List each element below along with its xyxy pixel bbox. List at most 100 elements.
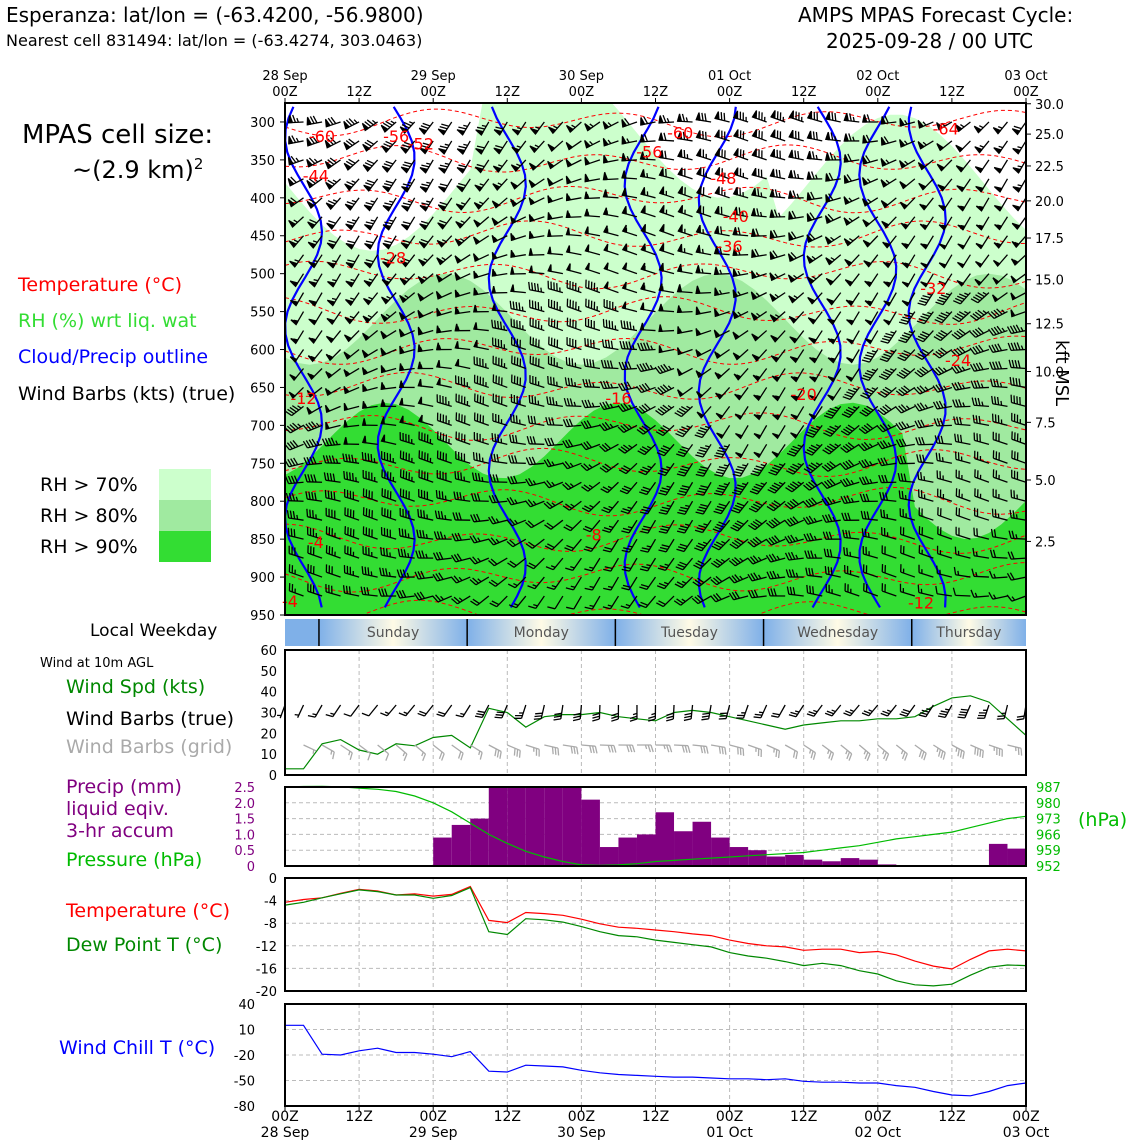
upper-wind-barb — [436, 377, 452, 389]
barb-flag — [694, 547, 702, 552]
barb-flag — [331, 566, 333, 575]
barb-half-flag — [481, 457, 484, 462]
barb-flag — [552, 397, 555, 406]
barb-flag — [721, 130, 723, 139]
upper-wind-barb — [473, 374, 489, 389]
barb-flag — [676, 581, 685, 587]
barb-flag — [602, 549, 611, 553]
upper-wind-barb — [510, 159, 527, 173]
barb-flag — [622, 152, 627, 161]
barb-flag — [562, 505, 570, 511]
barb-flag — [717, 111, 720, 120]
barb-half-flag — [646, 445, 652, 450]
upper-wind-barb — [639, 302, 656, 313]
barb-flag — [545, 566, 554, 571]
upper-wind-barb — [694, 424, 712, 439]
upper-wind-barb — [345, 254, 360, 269]
barb-half-flag — [297, 423, 302, 428]
barb-flag — [603, 154, 609, 163]
upper-wind-barb — [470, 513, 489, 523]
barb-flag — [291, 546, 293, 555]
barb-flag — [657, 472, 666, 477]
barb-half-flag — [500, 419, 503, 424]
upper-wind-barb — [399, 121, 416, 135]
legend-precip-line2: liquid eqiv. — [66, 798, 169, 820]
barb-pennant — [269, 176, 274, 183]
barb-flag — [381, 469, 383, 478]
barb-flag — [380, 547, 383, 556]
barb-flag — [675, 566, 684, 571]
barb-flag — [380, 124, 389, 130]
barb-half-flag — [596, 306, 598, 311]
barb-half-flag — [275, 300, 279, 303]
barb-half-flag — [475, 290, 479, 295]
barb-flag — [365, 182, 373, 186]
barb-flag — [344, 203, 353, 208]
barb-flag — [310, 421, 317, 429]
barb-half-flag — [666, 117, 670, 123]
barb-flag — [495, 126, 504, 130]
barb-flag — [528, 179, 536, 186]
barb-half-flag — [627, 526, 633, 529]
barb-half-flag — [684, 523, 690, 526]
upper-wind-barb — [528, 265, 545, 275]
barb-pennant — [454, 341, 460, 349]
barb-flag — [478, 453, 481, 462]
barb-half-flag — [625, 603, 631, 607]
barb-flag — [528, 162, 537, 168]
upper-wind-barb — [602, 189, 619, 199]
barb-flag — [696, 527, 705, 531]
barb-flag — [327, 179, 335, 185]
barb-flag — [642, 486, 651, 491]
barb-flag — [561, 462, 568, 470]
upper-wind-barb — [306, 197, 323, 209]
barb-flag — [362, 470, 364, 478]
barb-flag — [507, 476, 512, 484]
upper-wind-barb — [454, 254, 471, 264]
barb-flag — [482, 396, 485, 405]
barb-flag — [455, 431, 457, 440]
barb-flag — [269, 478, 273, 486]
barb-half-flag — [479, 201, 484, 205]
barb-pennant — [603, 281, 609, 290]
barb-flag — [553, 300, 556, 309]
barb-flag — [495, 145, 504, 149]
upper-wind-barb — [585, 298, 601, 313]
barb-flag — [458, 394, 460, 403]
upper-wind-barb — [580, 420, 601, 430]
barb-flag — [575, 320, 577, 329]
barb-half-flag — [540, 306, 543, 311]
barb-flag — [426, 491, 429, 500]
upper-wind-barb — [548, 121, 564, 135]
upper-wind-barb — [326, 311, 342, 326]
barb-flag — [384, 470, 386, 479]
barb-half-flag — [370, 571, 373, 576]
barb-flag — [535, 319, 537, 328]
barb-half-flag — [550, 565, 556, 568]
upper-wind-barb — [325, 584, 341, 597]
barb-half-flag — [679, 307, 683, 313]
barb-flag — [346, 565, 349, 574]
upper-wind-barb — [510, 394, 527, 408]
barb-flag — [620, 382, 626, 391]
barb-pennant — [417, 414, 423, 423]
barb-flag — [291, 493, 296, 502]
barb-flag — [603, 299, 605, 307]
upper-wind-barb — [418, 450, 434, 464]
barb-flag — [584, 123, 592, 129]
barb-flag — [509, 560, 517, 567]
barb-half-flag — [328, 354, 334, 358]
upper-wind-barb — [693, 557, 712, 570]
barb-staff — [285, 553, 286, 559]
barb-flag — [680, 487, 689, 491]
upper-wind-barb — [492, 355, 508, 370]
barb-flag — [489, 602, 498, 608]
upper-wind-barb — [603, 154, 619, 164]
barb-flag — [458, 432, 460, 441]
barb-flag — [609, 300, 611, 309]
barb-flag — [310, 546, 312, 555]
upper-wind-barb — [345, 292, 360, 307]
barb-flag — [474, 166, 483, 170]
upper-wind-barb — [563, 519, 582, 532]
barb-flag — [401, 528, 404, 537]
